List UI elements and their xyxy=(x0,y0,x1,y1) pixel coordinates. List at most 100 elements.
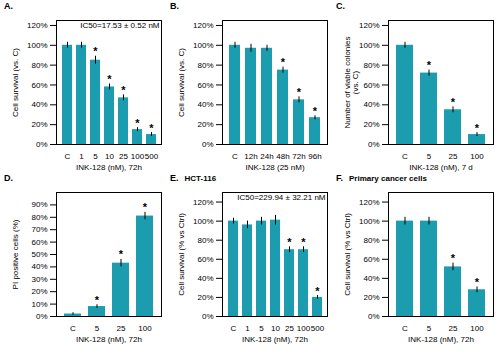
svg-text:100%: 100% xyxy=(27,41,47,50)
svg-text:40%: 40% xyxy=(363,274,379,283)
svg-text:30%: 30% xyxy=(31,275,47,284)
svg-text:C: C xyxy=(232,152,238,161)
svg-text:80%: 80% xyxy=(363,61,379,70)
svg-text:INK-128 (25 nM): INK-128 (25 nM) xyxy=(245,163,304,172)
svg-text:60%: 60% xyxy=(31,81,47,90)
svg-text:Cell survival (vs. C): Cell survival (vs. C) xyxy=(11,48,20,117)
svg-text:Cell survival (% vs Ctrl): Cell survival (% vs Ctrl) xyxy=(177,213,186,296)
svg-text:48h: 48h xyxy=(276,152,289,161)
svg-text:100%: 100% xyxy=(359,41,379,50)
svg-text:120%: 120% xyxy=(193,21,213,30)
svg-text:INK-128 (nM), 7 d: INK-128 (nM), 7 d xyxy=(409,163,473,172)
svg-text:1: 1 xyxy=(245,324,250,333)
svg-text:0%: 0% xyxy=(36,312,48,321)
svg-text:*: * xyxy=(281,56,286,68)
svg-text:C: C xyxy=(70,324,76,333)
svg-text:Number of viable colonies(vs.: Number of viable colonies(vs. C) xyxy=(343,36,360,128)
svg-text:*: * xyxy=(119,248,124,260)
svg-text:40%: 40% xyxy=(197,100,213,109)
svg-text:*: * xyxy=(121,84,126,96)
svg-text:Cell survival (% vs Ctrl): Cell survival (% vs Ctrl) xyxy=(343,213,352,296)
svg-text:120%: 120% xyxy=(359,198,379,207)
svg-text:INK-128 (nM), 72h: INK-128 (nM), 72h xyxy=(76,335,142,344)
svg-text:10%: 10% xyxy=(31,300,47,309)
svg-text:24h: 24h xyxy=(260,152,273,161)
svg-text:*: * xyxy=(475,122,480,134)
svg-text:40%: 40% xyxy=(197,274,213,283)
svg-text:Cell survival (vs. C): Cell survival (vs. C) xyxy=(177,48,186,117)
svg-text:*: * xyxy=(451,252,456,264)
svg-text:5: 5 xyxy=(427,324,432,333)
svg-text:5: 5 xyxy=(93,152,98,161)
svg-text:0%: 0% xyxy=(202,140,214,149)
svg-text:*: * xyxy=(95,294,100,306)
svg-text:96h: 96h xyxy=(308,152,321,161)
svg-text:0%: 0% xyxy=(202,312,214,321)
svg-text:80%: 80% xyxy=(197,61,213,70)
svg-text:10: 10 xyxy=(105,152,114,161)
svg-text:12h: 12h xyxy=(244,152,257,161)
svg-text:*: * xyxy=(315,285,320,297)
svg-text:80%: 80% xyxy=(31,213,47,222)
svg-text:70%: 70% xyxy=(31,225,47,234)
svg-text:500: 500 xyxy=(145,152,159,161)
svg-text:60%: 60% xyxy=(31,238,47,247)
svg-text:0%: 0% xyxy=(368,140,380,149)
svg-text:*: * xyxy=(149,122,154,134)
svg-text:20%: 20% xyxy=(31,120,47,129)
svg-text:40%: 40% xyxy=(31,100,47,109)
svg-text:25: 25 xyxy=(285,324,294,333)
svg-text:0%: 0% xyxy=(36,140,48,149)
svg-text:*: * xyxy=(287,236,292,248)
svg-text:80%: 80% xyxy=(363,236,379,245)
svg-text:*: * xyxy=(451,96,456,108)
svg-text:*: * xyxy=(475,276,480,288)
svg-text:PI positive cells (%): PI positive cells (%) xyxy=(11,219,20,289)
svg-text:72h: 72h xyxy=(292,152,305,161)
svg-text:100: 100 xyxy=(470,324,484,333)
svg-text:60%: 60% xyxy=(363,255,379,264)
svg-text:C: C xyxy=(65,152,71,161)
svg-text:100%: 100% xyxy=(193,217,213,226)
svg-text:5: 5 xyxy=(95,324,100,333)
svg-text:80%: 80% xyxy=(197,236,213,245)
svg-text:*: * xyxy=(107,73,112,85)
svg-text:*: * xyxy=(93,45,98,57)
svg-text:IC50=229.94 ± 32.21 nM: IC50=229.94 ± 32.21 nM xyxy=(237,193,326,202)
svg-text:10: 10 xyxy=(271,324,280,333)
svg-text:120%: 120% xyxy=(359,21,379,30)
svg-text:*: * xyxy=(427,59,432,71)
svg-text:*: * xyxy=(143,201,148,213)
svg-text:100%: 100% xyxy=(193,41,213,50)
svg-text:100: 100 xyxy=(470,152,484,161)
svg-text:IC50=17.53 ± 0.52 nM: IC50=17.53 ± 0.52 nM xyxy=(80,21,160,30)
svg-text:*: * xyxy=(301,236,306,248)
svg-text:500: 500 xyxy=(311,324,325,333)
svg-text:100: 100 xyxy=(297,324,311,333)
svg-text:0%: 0% xyxy=(368,312,380,321)
svg-text:40%: 40% xyxy=(31,262,47,271)
svg-text:*: * xyxy=(135,117,140,129)
svg-text:INK-128 (nM), 72h: INK-128 (nM), 72h xyxy=(242,335,308,344)
svg-text:20%: 20% xyxy=(31,287,47,296)
svg-text:40%: 40% xyxy=(363,100,379,109)
svg-text:*: * xyxy=(297,86,302,98)
svg-text:C: C xyxy=(231,324,237,333)
svg-text:80%: 80% xyxy=(31,61,47,70)
svg-text:100: 100 xyxy=(131,152,145,161)
svg-text:25: 25 xyxy=(449,324,458,333)
svg-text:C: C xyxy=(402,324,408,333)
svg-text:60%: 60% xyxy=(197,255,213,264)
svg-text:25: 25 xyxy=(449,152,458,161)
svg-text:1: 1 xyxy=(79,152,84,161)
svg-text:20%: 20% xyxy=(363,293,379,302)
svg-text:*: * xyxy=(313,105,318,117)
svg-text:100: 100 xyxy=(138,324,152,333)
svg-text:100%: 100% xyxy=(359,217,379,226)
svg-text:120%: 120% xyxy=(193,198,213,207)
svg-text:20%: 20% xyxy=(197,120,213,129)
svg-text:60%: 60% xyxy=(363,81,379,90)
svg-text:20%: 20% xyxy=(197,293,213,302)
svg-text:60%: 60% xyxy=(197,81,213,90)
svg-text:90%: 90% xyxy=(31,200,47,209)
